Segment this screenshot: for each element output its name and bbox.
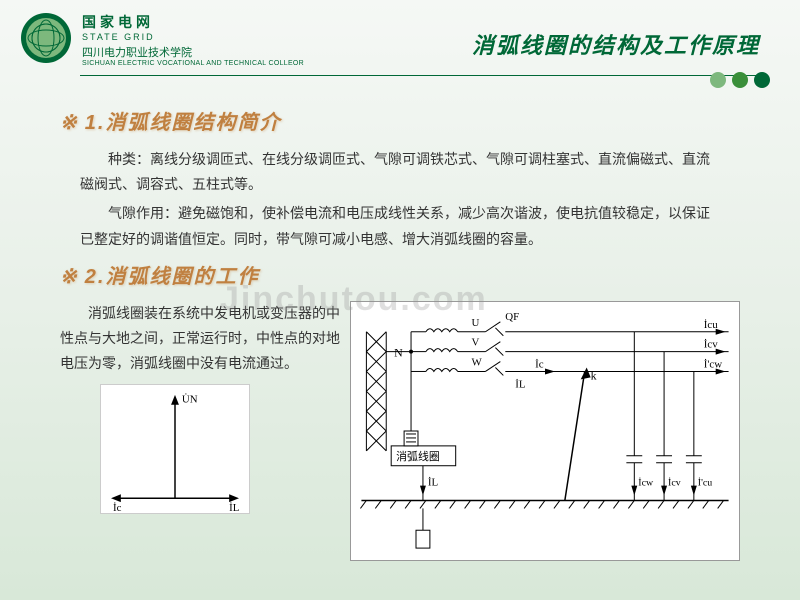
college-name-cn: 四川电力职业技术学院	[82, 44, 304, 60]
winding-w: W	[411, 356, 485, 371]
label-k: k	[591, 368, 597, 382]
college-name-en: SICHUAN ELECTRIC VOCATIONAL AND TECHNICA…	[82, 60, 304, 67]
label-il: İL	[229, 502, 239, 514]
section2-heading-text: 2.消弧线圈的工作	[85, 266, 260, 288]
phasor-diagram: U̇N İc İL	[100, 384, 250, 514]
state-grid-logo	[20, 12, 72, 64]
label-icv2: İcv	[668, 476, 681, 488]
label-u: U	[472, 317, 480, 329]
section-marker: ※	[60, 266, 79, 288]
slide-title: 消弧线圈的结构及工作原理	[472, 28, 760, 60]
section1-heading: ※ 1.消弧线圈结构简介	[60, 106, 740, 135]
label-qf: QF	[505, 311, 519, 323]
section1-para1: 种类：离线分级调匝式、在线分级调匝式、气隙可调铁芯式、气隙可调柱塞式、直流偏磁式…	[80, 147, 720, 197]
svg-text:İ'cw: İ'cw	[704, 358, 722, 370]
label-n: N	[394, 345, 403, 359]
circuit-diagram: N U V	[350, 301, 740, 561]
capacitors	[626, 332, 701, 501]
label-un: U̇N	[182, 394, 198, 406]
winding-v: V	[411, 336, 485, 351]
breaker-qf: QF	[485, 311, 728, 376]
header: 国家电网 STATE GRID 四川电力职业技术学院 SICHUAN ELECT…	[0, 0, 800, 75]
org-name-en: STATE GRID	[82, 32, 304, 42]
section-marker: ※	[60, 112, 79, 134]
tower-icon	[366, 332, 386, 451]
section2-para: 消弧线圈装在系统中发电机或变压器的中性点与大地之间，正常运行时，中性点的对地电压…	[60, 301, 340, 377]
section1-para2: 气隙作用：避免磁饱和，使补偿电流和电压成线性关系，减少高次谐波，使电抗值较稳定，…	[80, 201, 720, 251]
org-name-cn: 国家电网	[82, 12, 304, 32]
ground-hatches	[360, 500, 723, 508]
label-w: W	[472, 356, 483, 368]
svg-text:İcw: İcw	[638, 476, 654, 488]
label-v: V	[472, 336, 480, 348]
org-block: 国家电网 STATE GRID 四川电力职业技术学院 SICHUAN ELECT…	[82, 12, 304, 67]
label-il2: İL	[515, 378, 525, 390]
content-area: ※ 1.消弧线圈结构简介 种类：离线分级调匝式、在线分级调匝式、气隙可调铁芯式、气…	[0, 76, 800, 561]
label-ic2: İc	[535, 358, 544, 370]
section2-row: 消弧线圈装在系统中发电机或变压器的中性点与大地之间，正常运行时，中性点的对地电压…	[60, 301, 740, 561]
svg-text:İ'cu: İ'cu	[698, 476, 712, 488]
label-coil: 消弧线圈	[396, 449, 440, 463]
winding-u: U	[411, 317, 485, 332]
section2-heading: ※ 2.消弧线圈的工作	[60, 260, 740, 289]
section1-heading-text: 1.消弧线圈结构简介	[85, 112, 282, 134]
label-il3: İL	[428, 476, 438, 488]
section2-text-col: 消弧线圈装在系统中发电机或变压器的中性点与大地之间，正常运行时，中性点的对地电压…	[60, 301, 340, 561]
label-ic: İc	[113, 502, 122, 514]
